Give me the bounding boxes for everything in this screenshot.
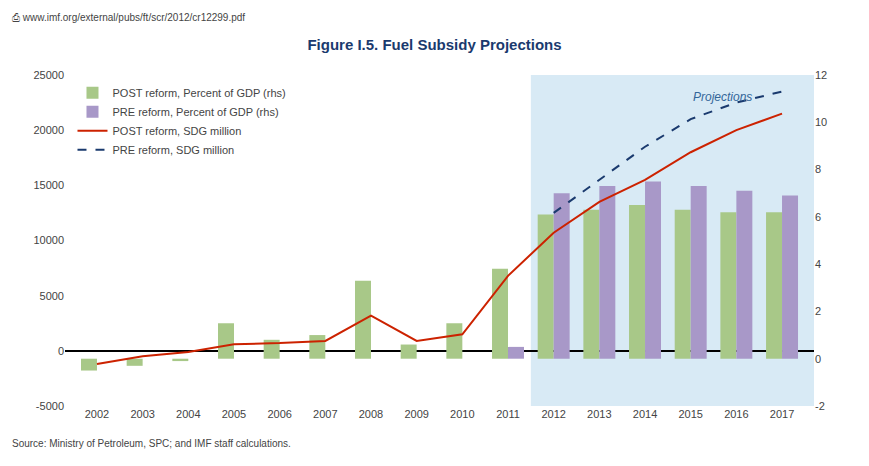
svg-text:12: 12 bbox=[815, 69, 827, 81]
svg-text:10: 10 bbox=[815, 116, 827, 128]
svg-text:-2: -2 bbox=[815, 400, 825, 412]
svg-text:2016: 2016 bbox=[724, 408, 748, 420]
svg-text:2003: 2003 bbox=[130, 408, 154, 420]
svg-text:POST reform, Percent of GDP (r: POST reform, Percent of GDP (rhs) bbox=[112, 87, 285, 99]
svg-text:2004: 2004 bbox=[176, 408, 200, 420]
svg-text:2005: 2005 bbox=[222, 408, 246, 420]
svg-text:2013: 2013 bbox=[587, 408, 611, 420]
svg-text:25000: 25000 bbox=[33, 69, 64, 81]
svg-text:15000: 15000 bbox=[33, 179, 64, 191]
svg-text:0: 0 bbox=[58, 345, 64, 357]
svg-text:PRE reform, Percent of GDP (rh: PRE reform, Percent of GDP (rhs) bbox=[112, 106, 278, 118]
svg-text:2014: 2014 bbox=[633, 408, 657, 420]
svg-text:⎙ www.imf.org/external/pubs/ft: ⎙ www.imf.org/external/pubs/ft/scr/2012/… bbox=[12, 12, 245, 23]
svg-text:2007: 2007 bbox=[313, 408, 337, 420]
svg-text:PRE reform, SDG million: PRE reform, SDG million bbox=[112, 144, 234, 156]
svg-text:2010: 2010 bbox=[450, 408, 474, 420]
svg-text:6: 6 bbox=[815, 211, 821, 223]
svg-text:2006: 2006 bbox=[267, 408, 291, 420]
svg-text:Projections: Projections bbox=[693, 90, 752, 104]
svg-text:20000: 20000 bbox=[33, 124, 64, 136]
svg-text:2002: 2002 bbox=[85, 408, 109, 420]
svg-text:POST reform, SDG million: POST reform, SDG million bbox=[112, 125, 241, 137]
svg-text:2015: 2015 bbox=[678, 408, 702, 420]
svg-text:2012: 2012 bbox=[541, 408, 565, 420]
svg-text:-5000: -5000 bbox=[36, 400, 64, 412]
svg-text:0: 0 bbox=[815, 353, 821, 365]
svg-text:2008: 2008 bbox=[359, 408, 383, 420]
svg-text:8: 8 bbox=[815, 163, 821, 175]
svg-text:Source: Ministry of Petroleum,: Source: Ministry of Petroleum, SPC; and … bbox=[12, 438, 291, 449]
svg-text:10000: 10000 bbox=[33, 234, 64, 246]
svg-text:2: 2 bbox=[815, 305, 821, 317]
svg-text:Figure I.5. Fuel Subsidy Proje: Figure I.5. Fuel Subsidy Projections bbox=[307, 36, 561, 53]
svg-text:2009: 2009 bbox=[404, 408, 428, 420]
svg-text:4: 4 bbox=[815, 258, 821, 270]
svg-text:2011: 2011 bbox=[496, 408, 520, 420]
svg-text:2017: 2017 bbox=[770, 408, 794, 420]
svg-text:5000: 5000 bbox=[40, 290, 64, 302]
